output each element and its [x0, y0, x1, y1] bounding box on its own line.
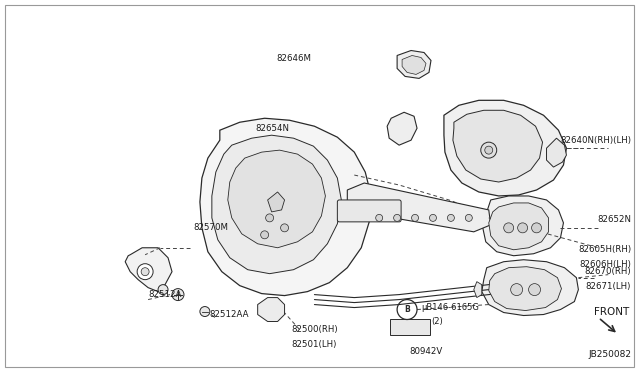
Circle shape — [376, 214, 383, 221]
Circle shape — [158, 285, 168, 295]
Circle shape — [280, 224, 289, 232]
Circle shape — [511, 283, 523, 296]
Polygon shape — [228, 150, 325, 248]
Text: JB250082: JB250082 — [588, 350, 631, 359]
Polygon shape — [482, 260, 579, 315]
Polygon shape — [444, 100, 566, 196]
Text: B: B — [404, 305, 410, 314]
Polygon shape — [483, 196, 563, 256]
Text: FRONT: FRONT — [595, 307, 630, 317]
Polygon shape — [212, 135, 341, 274]
Circle shape — [260, 231, 269, 239]
Circle shape — [266, 214, 274, 222]
Polygon shape — [397, 51, 431, 78]
Text: 82570M: 82570M — [193, 223, 228, 232]
Text: 82670(RH): 82670(RH) — [584, 267, 631, 276]
Polygon shape — [402, 55, 426, 74]
Circle shape — [465, 214, 472, 221]
Polygon shape — [125, 248, 172, 292]
Text: 82652N: 82652N — [597, 215, 631, 224]
Text: 82605H(RH): 82605H(RH) — [578, 245, 631, 254]
Circle shape — [447, 214, 454, 221]
FancyBboxPatch shape — [337, 200, 401, 222]
Text: 82640N(RH)(LH): 82640N(RH)(LH) — [560, 136, 631, 145]
Polygon shape — [200, 118, 371, 296]
Text: 82512AA: 82512AA — [210, 310, 250, 319]
Text: µB146-6165G: µB146-6165G — [421, 303, 479, 312]
Polygon shape — [489, 267, 561, 311]
Polygon shape — [489, 203, 548, 250]
Circle shape — [412, 214, 419, 221]
Polygon shape — [348, 183, 491, 232]
Polygon shape — [474, 282, 482, 298]
Circle shape — [394, 214, 401, 221]
Polygon shape — [547, 138, 566, 167]
FancyBboxPatch shape — [390, 320, 430, 336]
Circle shape — [481, 142, 497, 158]
Circle shape — [532, 223, 541, 233]
Polygon shape — [268, 192, 285, 212]
Text: 80942V: 80942V — [409, 347, 442, 356]
Text: 82501(LH): 82501(LH) — [292, 340, 337, 349]
Circle shape — [529, 283, 541, 296]
Circle shape — [172, 289, 184, 301]
Circle shape — [518, 223, 527, 233]
Polygon shape — [453, 110, 543, 182]
Text: 82512A: 82512A — [148, 290, 182, 299]
Polygon shape — [387, 112, 417, 145]
Text: 82671(LH): 82671(LH) — [586, 282, 631, 291]
Circle shape — [137, 264, 153, 280]
Text: 82606H(LH): 82606H(LH) — [579, 260, 631, 269]
Circle shape — [484, 146, 493, 154]
Circle shape — [200, 307, 210, 317]
Text: 82500(RH): 82500(RH) — [292, 325, 338, 334]
Text: 82654N: 82654N — [255, 124, 289, 133]
Text: (2): (2) — [431, 317, 443, 326]
Circle shape — [141, 268, 149, 276]
Circle shape — [504, 223, 514, 233]
Text: 82646M: 82646M — [276, 54, 312, 63]
Polygon shape — [258, 298, 285, 321]
Circle shape — [429, 214, 436, 221]
